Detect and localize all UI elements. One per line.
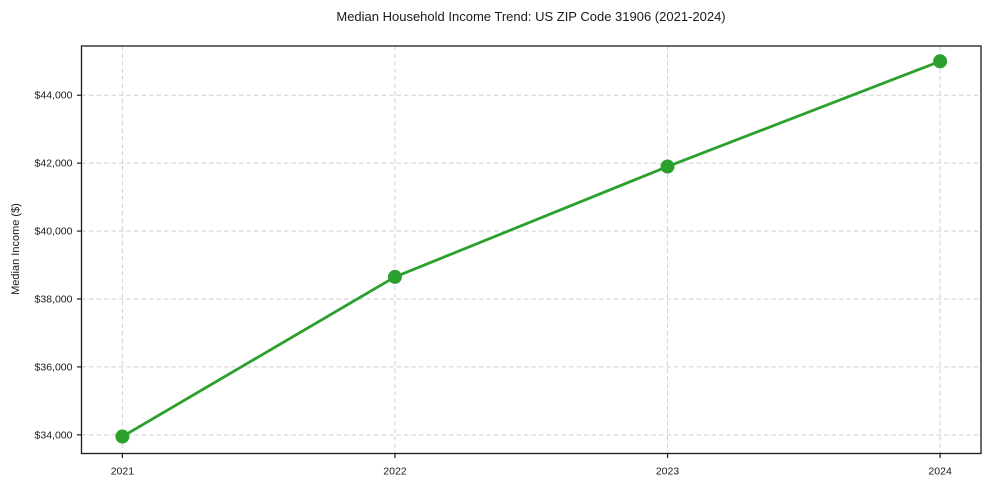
y-tick-label: $40,000 [35,226,73,238]
data-point-2021 [115,429,130,444]
data-point-2022 [387,269,402,284]
y-tick-label: $36,000 [35,361,73,373]
plot-border [80,45,982,455]
x-tick-label: 2021 [111,466,135,478]
chart-title: Median Household Income Trend: US ZIP Co… [336,9,726,24]
x-tick-label: 2024 [928,466,952,478]
y-tick-label: $38,000 [35,293,73,305]
data-point-2024 [933,54,948,69]
trend-line [120,59,942,438]
x-tick-label: 2022 [383,466,407,478]
y-tick-label: $42,000 [35,158,73,170]
data-point-2023 [660,159,675,174]
y-tick-label: $34,000 [35,429,73,441]
y-tick-label: $44,000 [35,90,73,102]
x-tick-label: 2023 [656,466,680,478]
